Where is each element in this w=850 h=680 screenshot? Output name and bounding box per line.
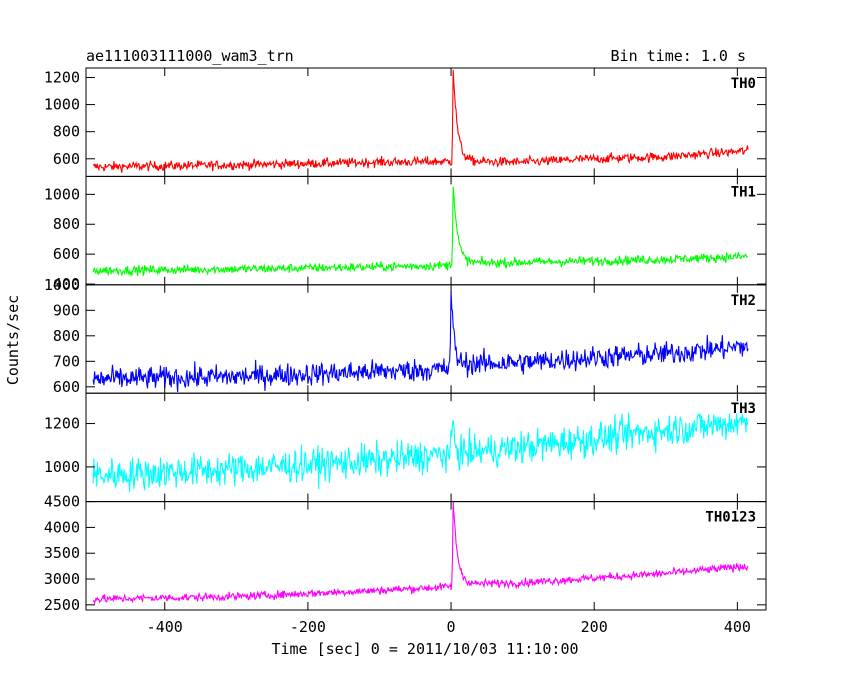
y-tick-label: 4000 xyxy=(44,518,80,536)
y-tick-label: 1000 xyxy=(44,96,80,114)
panel-label: TH0123 xyxy=(705,510,756,526)
panel-th1: 400 600 800 1000 TH1 xyxy=(44,175,767,293)
panel-label: TH0 xyxy=(731,76,756,92)
y-tick-label: 900 xyxy=(53,301,80,319)
x-tick-label: -400 xyxy=(147,618,183,636)
panel-frame xyxy=(85,392,767,503)
panel-th3: 1000 1200 TH3 xyxy=(44,392,767,503)
panel-frame xyxy=(85,501,767,611)
panel-label: TH2 xyxy=(731,293,756,309)
x-tick-label: 400 xyxy=(724,618,751,636)
y-tick-label: 1000 xyxy=(44,276,80,294)
y-tick-label: 3000 xyxy=(44,570,80,588)
series-line-th2 xyxy=(92,291,749,392)
y-tick-label: 1000 xyxy=(44,458,80,476)
series-line-th3 xyxy=(92,412,749,493)
panel-th2: 600 700 800 900 1000 TH2 xyxy=(44,276,767,396)
x-axis-ticks: -400 -200 0 200 400 xyxy=(147,618,751,636)
y-tick-label: 1200 xyxy=(44,415,80,433)
chart-title-left: ae111003111000_wam3_trn xyxy=(86,47,294,65)
series-line-th0123 xyxy=(92,501,749,605)
y-tick-label: 800 xyxy=(53,215,80,233)
x-tick-label: -200 xyxy=(290,618,326,636)
y-tick-label: 2500 xyxy=(44,596,80,614)
y-tick-label: 400 xyxy=(53,275,80,293)
chart-title-right: Bin time: 1.0 s xyxy=(611,47,746,65)
y-tick-label: 3500 xyxy=(44,544,80,562)
x-tick-label: 200 xyxy=(581,618,608,636)
y-tick-label: 1000 xyxy=(44,185,80,203)
y-tick-label: 800 xyxy=(53,327,80,345)
y-tick-label: 800 xyxy=(53,123,80,141)
y-tick-label: 600 xyxy=(53,150,80,168)
x-tick-label: 0 xyxy=(447,618,456,636)
series-line-th1 xyxy=(92,186,749,277)
y-tick-label: 700 xyxy=(53,352,80,370)
panels: 600 800 1000 1200 TH0 400 600 800 1000 TH1 600 700 8… xyxy=(44,67,767,614)
series-line-th0 xyxy=(92,69,749,173)
y-axis-label: Counts/sec xyxy=(4,295,22,385)
y-tick-label: 4500 xyxy=(44,493,80,511)
panel-label: TH3 xyxy=(731,401,756,417)
panel-label: TH1 xyxy=(731,184,756,200)
panel-th0123: 2500 3000 3500 4000 4500 TH0123 xyxy=(44,493,767,614)
y-tick-label: 600 xyxy=(53,378,80,396)
y-tick-label: 1200 xyxy=(44,68,80,86)
panel-th0: 600 800 1000 1200 TH0 xyxy=(44,67,767,177)
y-tick-label: 600 xyxy=(53,245,80,263)
x-axis-label: Time [sec] 0 = 2011/10/03 11:10:00 xyxy=(271,640,578,658)
